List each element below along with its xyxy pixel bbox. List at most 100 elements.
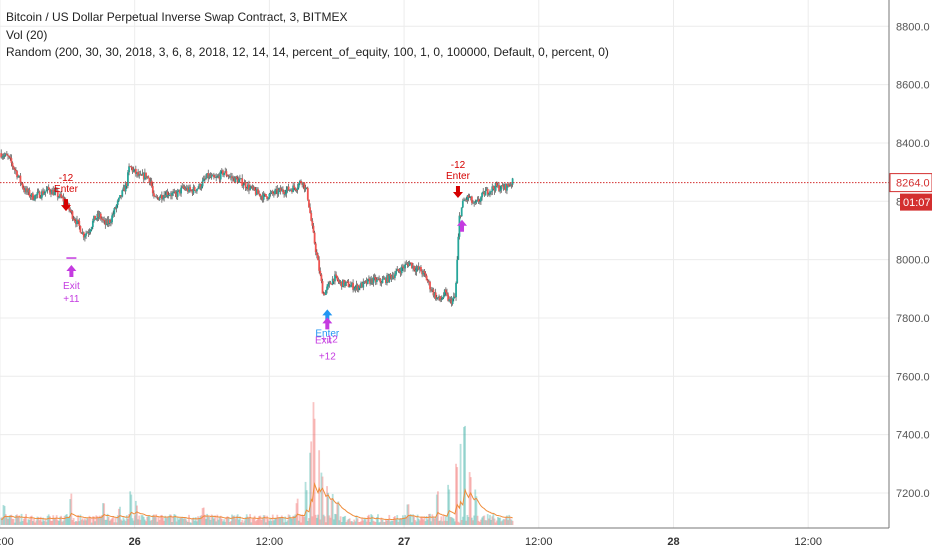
legend-strategy-study[interactable]: Random (200, 30, 30, 2018, 3, 6, 8, 2018… [6, 45, 609, 59]
volume-bar [139, 519, 142, 525]
volume-bar [88, 515, 91, 525]
last-price-box [889, 173, 932, 193]
volume-bar [396, 515, 399, 525]
volume-bar [268, 521, 271, 525]
candle-body [327, 284, 330, 287]
candle-body [132, 169, 135, 172]
candle-body [134, 168, 137, 174]
candle-body [89, 229, 92, 233]
volume-bar [302, 516, 305, 525]
candle-body [335, 274, 338, 276]
volume-bar [431, 514, 434, 525]
y-tick-label: 7200.0 [896, 488, 930, 500]
candle-body [336, 275, 339, 280]
candle-body [286, 186, 289, 190]
candle-body [233, 177, 236, 183]
candle-body [313, 232, 316, 244]
legend-symbol-title[interactable]: Bitcoin / US Dollar Perpetual Inverse Sw… [6, 10, 348, 24]
candle-body [355, 284, 358, 288]
volume-bar [257, 518, 259, 525]
volume-bar [4, 514, 7, 525]
candle-body [224, 171, 227, 173]
volume-bar [90, 522, 93, 525]
candle-body [10, 158, 13, 163]
candle-body [183, 187, 186, 189]
candle-body [181, 186, 184, 188]
volume-bar [189, 522, 192, 525]
candle-body [249, 187, 252, 191]
candle-body [439, 296, 442, 301]
candle-body [56, 190, 59, 197]
candle-body [79, 225, 82, 233]
volume-bar [507, 520, 509, 525]
volume-bar [383, 521, 386, 525]
candle-body [476, 199, 479, 201]
candle-body [1, 156, 4, 158]
candle-body [277, 190, 280, 195]
volume-bar [74, 521, 77, 525]
candle-body [371, 278, 374, 284]
volume-bar [155, 514, 158, 525]
volume-bar [311, 516, 314, 525]
volume-bar [411, 522, 413, 525]
candle-body [123, 187, 126, 192]
candle-body [156, 196, 159, 198]
candle-body [447, 294, 450, 301]
volume-bar [3, 506, 6, 525]
candle-body [487, 194, 490, 196]
volume-bar [44, 518, 47, 525]
candle-body [325, 290, 327, 295]
candles-layer [0, 149, 514, 307]
last-price-label: 8264.0 [896, 178, 930, 190]
volume-bar [262, 515, 265, 525]
candle-body [270, 191, 273, 193]
volume-bar [110, 519, 112, 525]
candle-body [205, 177, 207, 179]
y-tick-label: 8000.0 [896, 255, 930, 267]
volume-bar [172, 516, 175, 525]
candle-body [142, 173, 145, 180]
candle-body [431, 289, 434, 291]
volume-bar [91, 516, 94, 525]
volume-bar [331, 493, 334, 525]
candle-body [468, 197, 471, 198]
candle-body [279, 188, 282, 192]
candle-body [457, 236, 460, 260]
candle-body [77, 219, 80, 222]
candle-body [440, 299, 443, 301]
candle-body [497, 185, 499, 187]
volume-bar [448, 489, 451, 525]
volume-bar [185, 520, 188, 525]
candle-body [380, 282, 383, 284]
volume-bar [219, 515, 222, 525]
candle-body [86, 232, 89, 234]
candle-body [406, 263, 409, 265]
candle-body [164, 194, 167, 198]
volume-bar [48, 516, 51, 525]
volume-bar [217, 519, 220, 525]
candle-body [383, 277, 386, 279]
candle-body [155, 196, 158, 198]
volume-bar [12, 518, 15, 525]
volume-bar [360, 521, 362, 525]
volume-bar [446, 521, 448, 525]
volume-bar [490, 519, 493, 525]
candle-body [296, 187, 299, 191]
candle-body [158, 197, 161, 201]
candle-body [301, 182, 304, 185]
candle-body [52, 189, 55, 196]
volume-bar [170, 514, 172, 525]
volume-bar [486, 514, 489, 525]
candle-body [395, 271, 397, 275]
volume-bar [337, 501, 340, 525]
candle-body [210, 175, 213, 178]
candle-body [27, 189, 30, 193]
candle-body [442, 295, 445, 298]
candle-body [96, 213, 99, 219]
volume-bar [464, 425, 466, 525]
candle-body [319, 270, 322, 275]
legend-volume-study[interactable]: Vol (20) [6, 27, 48, 42]
candle-body [167, 194, 170, 196]
volume-bar [485, 520, 488, 525]
